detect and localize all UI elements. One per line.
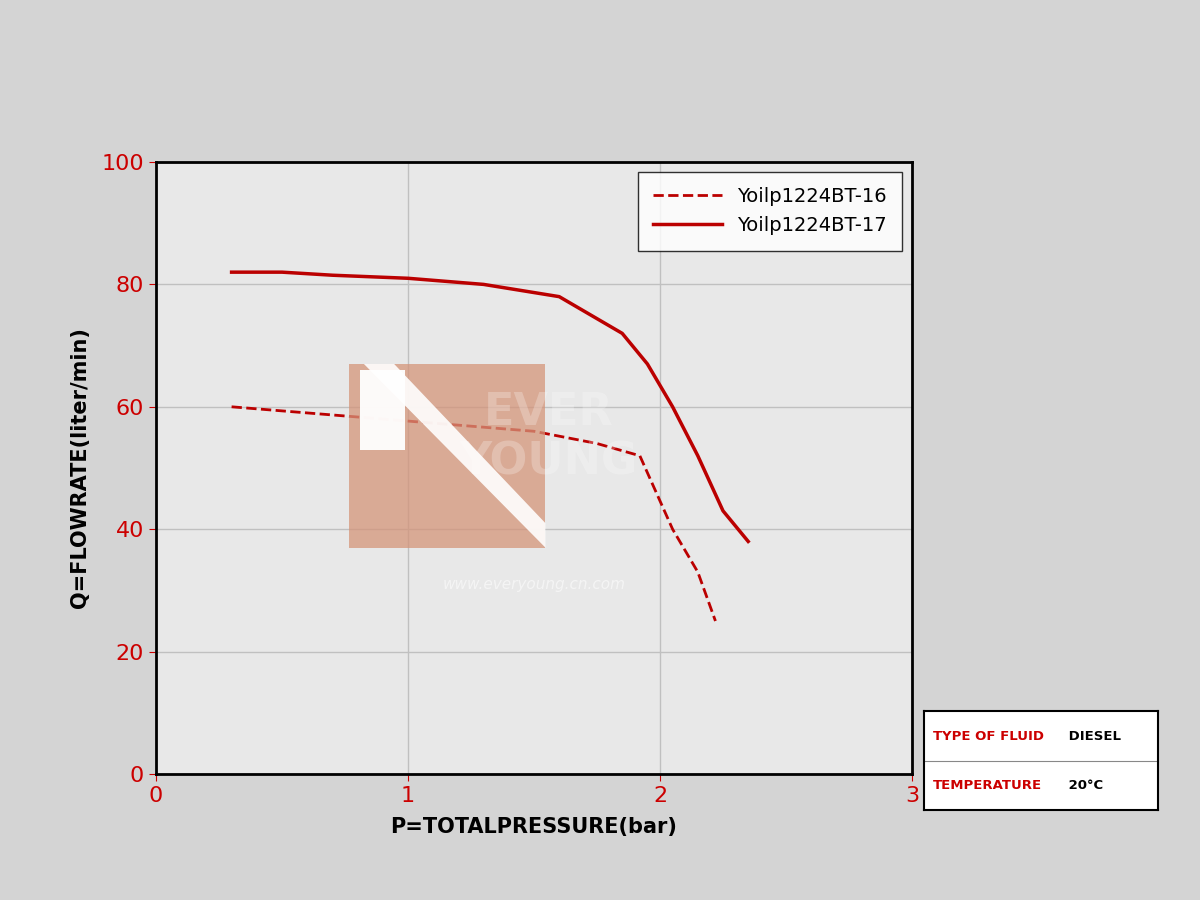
Yoilp1224BT-16 — [224, 401, 239, 412]
Line: Yoilp1224BT-16: Yoilp1224BT-16 — [232, 407, 715, 621]
Text: www.everyoung.cn.com: www.everyoung.cn.com — [443, 577, 625, 592]
Polygon shape — [364, 364, 545, 547]
Yoilp1224BT-16 — [691, 567, 706, 578]
Yoilp1224BT-16 — [451, 419, 466, 430]
Yoilp1224BT-16 — [632, 450, 647, 461]
Line: Yoilp1224BT-17: Yoilp1224BT-17 — [232, 272, 749, 542]
Yoilp1224BT-17 — [715, 506, 730, 517]
Yoilp1224BT-17 — [325, 270, 340, 281]
Text: 20°C: 20°C — [1064, 778, 1104, 792]
Yoilp1224BT-16 — [665, 524, 679, 535]
Yoilp1224BT-17 — [665, 401, 679, 412]
Yoilp1224BT-17 — [476, 279, 491, 290]
Yoilp1224BT-17 — [691, 450, 706, 461]
Yoilp1224BT-17 — [224, 266, 239, 277]
Text: TYPE OF FLUID: TYPE OF FLUID — [934, 730, 1044, 743]
Legend: Yoilp1224BT-16, Yoilp1224BT-17: Yoilp1224BT-16, Yoilp1224BT-17 — [638, 172, 902, 250]
Polygon shape — [360, 370, 406, 450]
Yoilp1224BT-16 — [527, 426, 541, 436]
Yoilp1224BT-17 — [742, 536, 756, 547]
Polygon shape — [349, 364, 545, 547]
Yoilp1224BT-16 — [708, 616, 722, 626]
Yoilp1224BT-17 — [616, 328, 630, 338]
Y-axis label: Q=FLOWRATE(liter/min): Q=FLOWRATE(liter/min) — [71, 328, 90, 608]
Yoilp1224BT-17 — [401, 273, 415, 284]
Yoilp1224BT-17 — [552, 292, 566, 302]
X-axis label: P=TOTALPRESSURE(bar): P=TOTALPRESSURE(bar) — [390, 817, 678, 837]
Text: DIESEL: DIESEL — [1064, 730, 1122, 743]
Yoilp1224BT-17 — [641, 358, 655, 369]
Yoilp1224BT-16 — [376, 414, 390, 425]
Text: TEMPERATURE: TEMPERATURE — [934, 778, 1043, 792]
Text: EVER
YOUNG: EVER YOUNG — [460, 391, 638, 484]
Yoilp1224BT-16 — [300, 408, 314, 418]
Yoilp1224BT-16 — [590, 438, 605, 449]
Yoilp1224BT-17 — [275, 266, 289, 277]
